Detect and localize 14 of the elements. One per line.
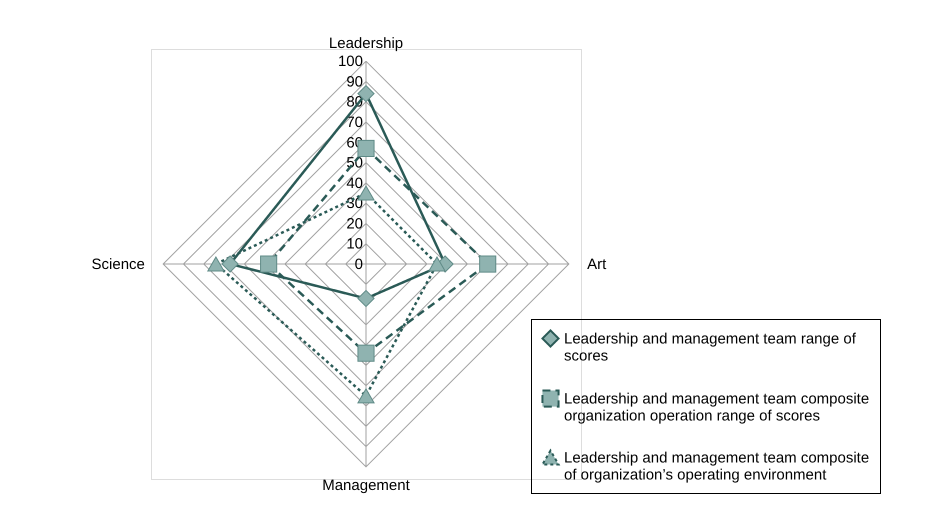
y-tick-label: 40 [346,174,363,192]
spoke-label: Management [322,477,411,494]
y-tick-label: 70 [346,114,363,132]
spoke-label: Art [587,256,608,273]
legend-label: Leadership and management team range of scores [564,330,857,364]
y-tick-label: 100 [338,53,363,70]
spoke-label: Leadership [328,34,404,52]
legend-label: Leadership and management team composite organization operation range of scores [564,390,870,424]
legend-label: Leadership and management team composite of organization’s operating environment [564,450,870,484]
y-tick-label: 20 [346,215,363,232]
spoke-label: Science [92,256,145,273]
y-tick-label: 10 [346,236,363,253]
y-tick-label: 0 [354,256,363,273]
y-tick-label: 90 [346,73,363,90]
